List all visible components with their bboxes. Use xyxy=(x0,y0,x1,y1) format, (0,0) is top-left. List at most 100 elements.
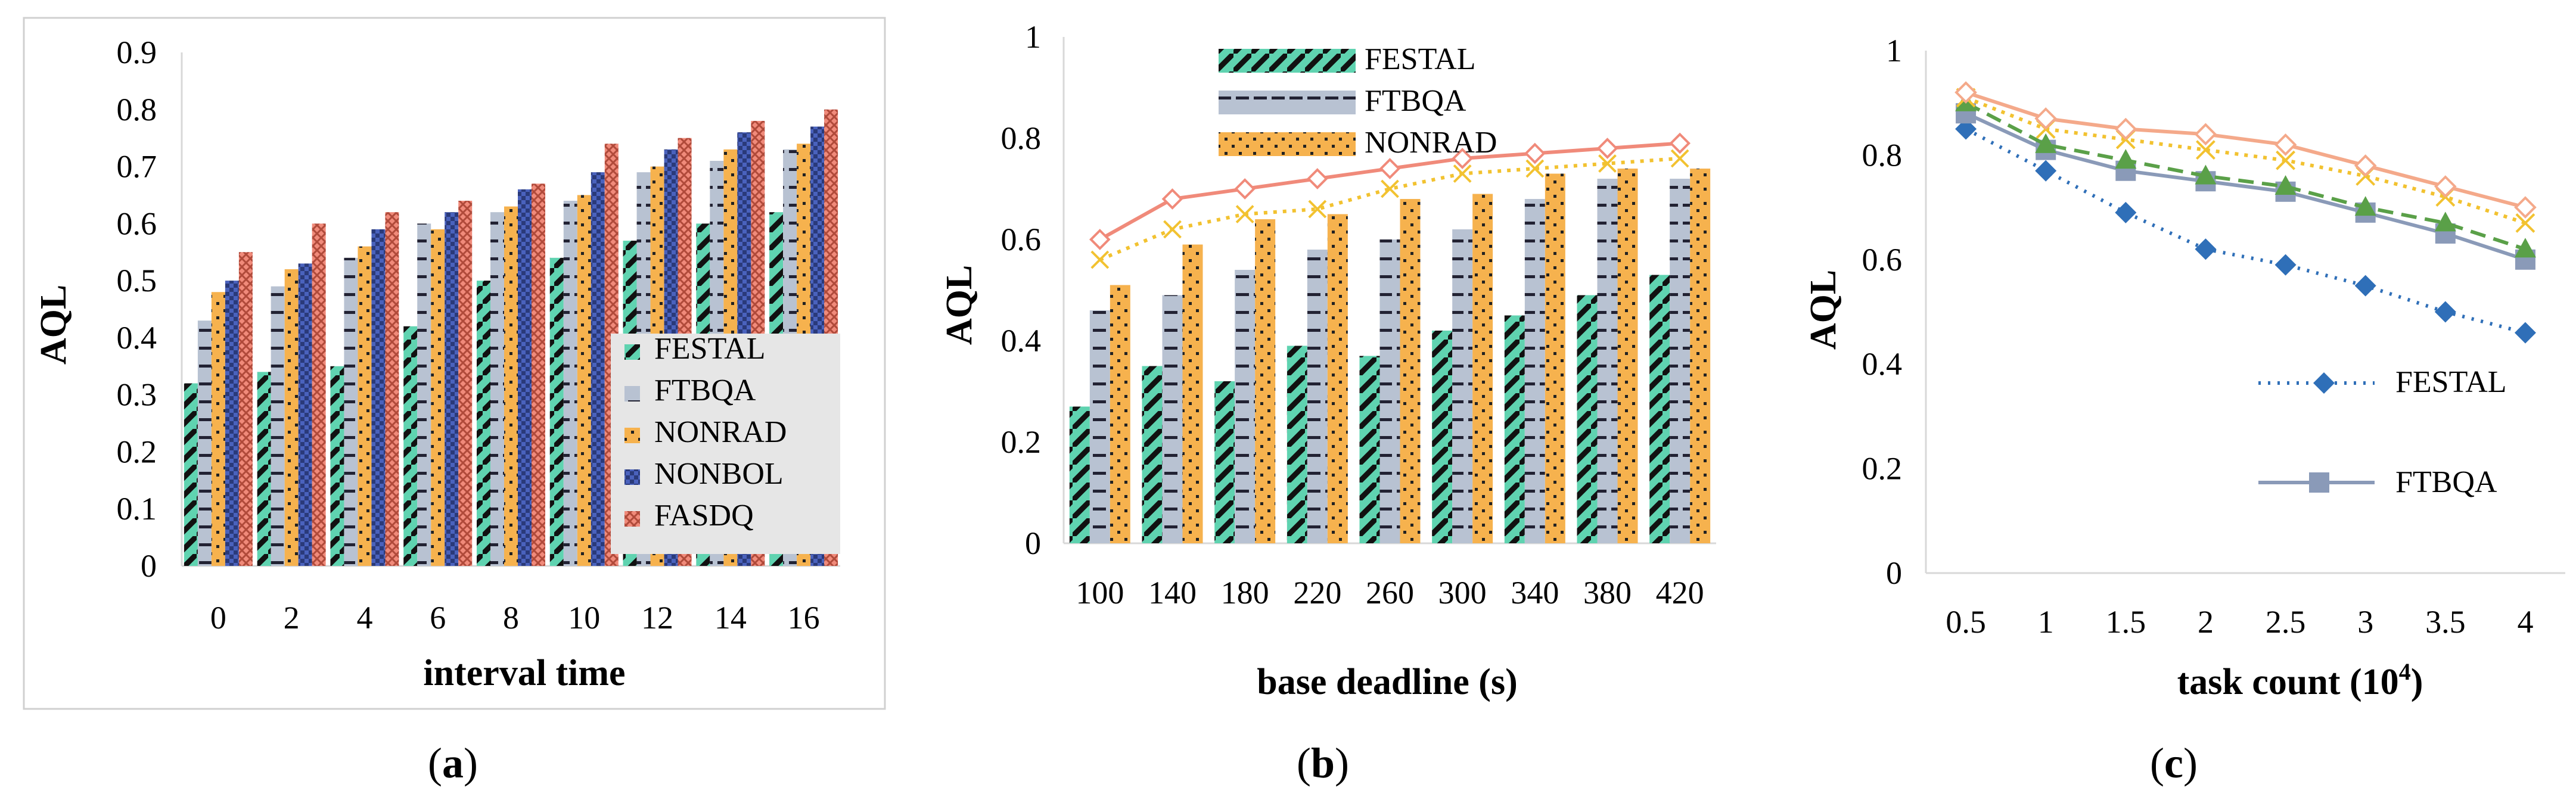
panel-a-y-tick: 0.6 xyxy=(117,206,157,241)
panel-b-bar-festal xyxy=(1069,406,1090,543)
panel-b-bar-festal xyxy=(1214,381,1235,543)
panel-a-bar-ftbqa xyxy=(563,201,577,566)
panel-a-bar-fasdq xyxy=(532,183,545,566)
panel-a-bar-fasdq xyxy=(312,223,326,566)
panel-b-bar-festal xyxy=(1649,275,1670,543)
panel-c-x-axis-label-main: task count (10 xyxy=(2177,662,2399,702)
panel-b-point-fasdq xyxy=(1669,132,1691,154)
panel-b-bar-ftbqa xyxy=(1524,199,1545,543)
panel-c-point-nonbol xyxy=(2514,238,2536,258)
panel-c-point-nonrad xyxy=(2276,150,2295,170)
panel-c-y-tick: 0 xyxy=(1886,555,1902,591)
panel-b-bar-nonrad xyxy=(1255,219,1276,543)
panel-b-point-nonrad xyxy=(1308,200,1327,219)
panel-b-point-nonrad xyxy=(1235,205,1254,223)
panel-c-x-axis-label-end: ) xyxy=(2411,662,2423,702)
panel-a-bar-nonbol xyxy=(518,189,532,566)
panel-b-bar-nonrad xyxy=(1545,173,1565,543)
panel-c-point-nonbol xyxy=(2354,196,2376,216)
panel-a-legend-label: FASDQ xyxy=(654,499,754,533)
panel-c-line-ftbqa_line xyxy=(1965,111,2526,262)
panel-a-y-ticks: 0 0.1 0.2 0.3 0.4 0.5 0.6 0.7 0.8 0.9 xyxy=(117,35,840,584)
panel-a-bar-nonrad xyxy=(504,206,518,567)
panel-c-point-festal xyxy=(2514,322,2536,344)
panel-c-x-tick: 1 xyxy=(2038,604,2054,640)
panel-a-bar-festal xyxy=(549,257,564,566)
panel-a-bar-nonbol xyxy=(445,212,459,567)
panel-a-legend-label: FTBQA xyxy=(654,374,756,407)
panel-a-bar-festal xyxy=(330,366,344,566)
panel-b-bar-nonrad xyxy=(1182,244,1203,543)
panel-c-point-fasdq xyxy=(2354,154,2377,177)
panel-a-bar-fasdq xyxy=(458,201,473,566)
panel-a-bar-ftbqa xyxy=(271,286,285,566)
panel-c-legend: FESTAL FTBQA xyxy=(2258,365,2507,499)
panel-b-x-ticks: 100 140 180 220 260 300 340 380 420 xyxy=(1076,575,1704,611)
panel-c-line-nonrad_line xyxy=(1965,96,2526,225)
panel-b-legend-swatch-nonrad xyxy=(1219,132,1356,156)
panel-a-bar-nonbol xyxy=(591,172,605,567)
panel-c-x-axis-label: task count (104) xyxy=(2177,658,2423,702)
panel-a-bar-nonrad xyxy=(284,269,299,566)
panel-a-legend-swatch-festal xyxy=(624,344,640,360)
panel-c-point-festal xyxy=(2274,254,2297,276)
panel-b-legend-label: FTBQA xyxy=(1365,84,1466,118)
panel-a-bar-nonrad xyxy=(431,229,445,566)
caption-c: (c) xyxy=(2150,739,2198,787)
panel-c-chart: 0 0.2 0.4 0.6 0.8 1 0.5 1 1.5 2 2.5 3 3.5 4 AQL task… xyxy=(1803,33,2565,702)
panel-a-x-tick: 0 xyxy=(210,600,226,636)
panel-a-x-tick: 2 xyxy=(284,600,300,636)
panel-b-x-tick: 140 xyxy=(1148,575,1197,611)
panel-b-y-tick: 0.6 xyxy=(1001,222,1042,257)
panel-b-point-fasdq xyxy=(1089,229,1111,250)
panel-a-y-tick: 0.2 xyxy=(117,434,157,469)
panel-c-point-nonbol xyxy=(2434,211,2456,232)
panel-a-bar-ftbqa xyxy=(417,223,431,566)
panel-b-bar-festal xyxy=(1142,366,1163,543)
panel-b-point-fasdq xyxy=(1524,142,1546,164)
panel-a-bar-festal xyxy=(403,326,418,566)
panel-c-point-nonbol xyxy=(2274,175,2297,195)
panel-b-legend-label: NONRAD xyxy=(1365,126,1497,160)
panel-a-y-tick: 0.9 xyxy=(117,35,157,70)
panel-b-bar-festal xyxy=(1432,331,1453,543)
panel-a-x-tick: 10 xyxy=(568,600,600,636)
panel-c-point-fasdq xyxy=(2194,123,2217,146)
panel-b-bar-nonrad xyxy=(1690,169,1711,543)
panel-a-bar-ftbqa xyxy=(344,257,358,566)
panel-b-bar-ftbqa xyxy=(1452,229,1473,543)
panel-a-x-tick: 14 xyxy=(714,600,747,636)
panel-a-legend-box xyxy=(611,334,840,554)
panel-b-point-nonrad xyxy=(1525,159,1545,178)
panel-c-point-festal xyxy=(2035,160,2057,182)
panel-b-bar-nonrad xyxy=(1617,169,1638,543)
panel-a-y-tick: 0.1 xyxy=(117,491,157,527)
panel-b-x-tick: 300 xyxy=(1438,575,1487,611)
panel-c-point-fasdq xyxy=(2274,133,2297,156)
panel-b-point-nonrad xyxy=(1670,149,1689,168)
panel-b-bar-ftbqa xyxy=(1670,179,1691,543)
panel-b-point-fasdq xyxy=(1234,178,1256,200)
panel-c-point-fasdq xyxy=(2514,196,2537,219)
panel-a-bar-festal xyxy=(477,281,490,566)
panel-a-y-tick: 0.8 xyxy=(117,92,157,127)
panel-a-y-tick: 0 xyxy=(141,548,157,584)
panel-b-legend-label: FESTAL xyxy=(1365,42,1476,76)
panel-c-point-festal xyxy=(2115,201,2137,223)
panel-c-point-nonrad xyxy=(2196,140,2215,160)
panel-c-point-fasdq xyxy=(2034,107,2058,130)
panel-a-y-axis-label: AQL xyxy=(33,285,74,365)
panel-b-point-fasdq xyxy=(1452,148,1473,169)
panel-b-y-axis-label: AQL xyxy=(939,265,980,345)
panel-b-point-nonrad xyxy=(1163,220,1182,239)
panel-c-y-tick: 0.6 xyxy=(1862,242,1903,278)
panel-b-legend-swatch-ftbqa xyxy=(1219,91,1356,114)
panel-a-bar-nonrad xyxy=(577,195,591,566)
panel-a-y-tick: 0.7 xyxy=(117,149,157,185)
panel-b-y-ticks: 0 0.2 0.4 0.6 0.8 1 xyxy=(1001,19,1716,561)
caption-b: (b) xyxy=(1297,739,1349,787)
panel-b-y-tick: 0.4 xyxy=(1001,323,1042,359)
panel-b-x-axis-label: base deadline (s) xyxy=(1257,662,1517,702)
panel-c-x-tick: 0.5 xyxy=(1946,604,1986,640)
panel-b-bars xyxy=(1069,169,1711,543)
